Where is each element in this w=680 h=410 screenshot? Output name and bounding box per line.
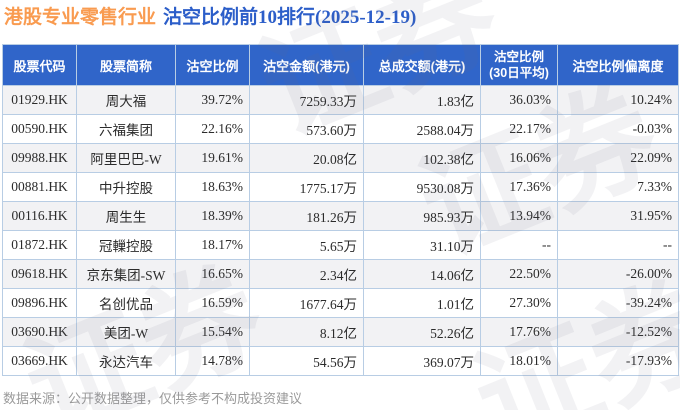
cell-short_amount: 1775.17万 bbox=[249, 172, 364, 202]
table-row: 01929.HK 周大福 39.72% 7259.33万 1.83亿 36.03% 10.2… bbox=[2, 85, 679, 115]
cell-avg30_ratio: 36.03% bbox=[480, 85, 558, 115]
cell-name: 京东集团-SW bbox=[76, 259, 176, 289]
title-industry-segment: 港股专业零售行业 bbox=[4, 7, 157, 28]
cell-avg30_ratio: 16.06% bbox=[480, 143, 558, 173]
cell-turnover: 102.38亿 bbox=[363, 143, 481, 173]
cell-deviation: 10.24% bbox=[557, 85, 679, 115]
cell-short_ratio: 19.61% bbox=[175, 143, 250, 173]
cell-turnover: 1.83亿 bbox=[363, 85, 481, 115]
col-header-name: 股票简称 bbox=[76, 44, 176, 86]
cell-code: 09896.HK bbox=[2, 288, 77, 318]
cell-avg30_ratio: 17.36% bbox=[480, 172, 558, 202]
cell-name: 中升控股 bbox=[76, 172, 176, 202]
cell-deviation: 22.09% bbox=[557, 143, 679, 173]
cell-avg30_ratio: 27.30% bbox=[480, 288, 558, 318]
cell-avg30_ratio: 17.76% bbox=[480, 317, 558, 347]
col-header-turnover: 总成交额(港元) bbox=[363, 44, 481, 86]
cell-short_amount: 54.56万 bbox=[249, 346, 364, 376]
cell-code: 00881.HK bbox=[2, 172, 77, 202]
table-body: 01929.HK 周大福 39.72% 7259.33万 1.83亿 36.03% 10.2… bbox=[2, 85, 679, 376]
table-row: 01872.HK 冠轈控股 18.17% 5.65万 31.10万 -- -- bbox=[2, 230, 679, 260]
cell-deviation: -- bbox=[557, 230, 679, 260]
col-header-avg30-line1: 沽空比例 bbox=[493, 50, 544, 64]
table-row: 09618.HK 京东集团-SW 16.65% 2.34亿 14.06亿 22.50% -2… bbox=[2, 259, 679, 289]
cell-code: 00590.HK bbox=[2, 114, 77, 144]
cell-turnover: 52.26亿 bbox=[363, 317, 481, 347]
cell-short_amount: 181.26万 bbox=[249, 201, 364, 231]
cell-short_ratio: 15.54% bbox=[175, 317, 250, 347]
col-header-deviation: 沽空比例偏离度 bbox=[557, 44, 679, 86]
cell-name: 六福集团 bbox=[76, 114, 176, 144]
cell-turnover: 31.10万 bbox=[363, 230, 481, 260]
cell-short_amount: 8.12亿 bbox=[249, 317, 364, 347]
cell-short_ratio: 14.78% bbox=[175, 346, 250, 376]
cell-turnover: 1.01亿 bbox=[363, 288, 481, 318]
cell-turnover: 985.93万 bbox=[363, 201, 481, 231]
cell-name: 冠轈控股 bbox=[76, 230, 176, 260]
cell-avg30_ratio: 18.01% bbox=[480, 346, 558, 376]
cell-code: 01929.HK bbox=[2, 85, 77, 115]
cell-code: 09988.HK bbox=[2, 143, 77, 173]
cell-name: 名创优品 bbox=[76, 288, 176, 318]
col-header-short-ratio: 沽空比例 bbox=[175, 44, 250, 86]
table-row: 03669.HK 永达汽车 14.78% 54.56万 369.07万 18.01% -17… bbox=[2, 346, 679, 376]
table-row: 00590.HK 六福集团 22.16% 573.60万 2588.04万 22.17% -… bbox=[2, 114, 679, 144]
col-header-short-amount: 沽空金额(港元) bbox=[249, 44, 364, 86]
cell-short_ratio: 18.39% bbox=[175, 201, 250, 231]
cell-turnover: 14.06亿 bbox=[363, 259, 481, 289]
short-ratio-ranking-table: 股票代码 股票简称 沽空比例 沽空金额(港元) 总成交额(港元) 沽空比例 (3… bbox=[2, 44, 679, 376]
cell-turnover: 2588.04万 bbox=[363, 114, 481, 144]
cell-name: 周大福 bbox=[76, 85, 176, 115]
col-header-avg30-line2: (30日平均) bbox=[489, 66, 549, 80]
cell-turnover: 9530.08万 bbox=[363, 172, 481, 202]
col-header-code: 股票代码 bbox=[2, 44, 77, 86]
cell-short_ratio: 16.65% bbox=[175, 259, 250, 289]
cell-short_amount: 1677.64万 bbox=[249, 288, 364, 318]
table-row: 00116.HK 周生生 18.39% 181.26万 985.93万 13.94% 31.… bbox=[2, 201, 679, 231]
cell-code: 09618.HK bbox=[2, 259, 77, 289]
table-row: 03690.HK 美团-W 15.54% 8.12亿 52.26亿 17.76% -12.5… bbox=[2, 317, 679, 347]
cell-deviation: 31.95% bbox=[557, 201, 679, 231]
cell-turnover: 369.07万 bbox=[363, 346, 481, 376]
cell-deviation: -39.24% bbox=[557, 288, 679, 318]
table-row: 00881.HK 中升控股 18.63% 1775.17万 9530.08万 17.36%… bbox=[2, 172, 679, 202]
cell-short_amount: 7259.33万 bbox=[249, 85, 364, 115]
cell-short_ratio: 22.16% bbox=[175, 114, 250, 144]
page-title: 港股专业零售行业 沽空比例前10排行(2025-12-19) bbox=[4, 5, 680, 31]
cell-avg30_ratio: 22.50% bbox=[480, 259, 558, 289]
cell-code: 03669.HK bbox=[2, 346, 77, 376]
table-row: 09988.HK 阿里巴巴-W 19.61% 20.08亿 102.38亿 16.06% 2… bbox=[2, 143, 679, 173]
cell-code: 03690.HK bbox=[2, 317, 77, 347]
table-row: 09896.HK 名创优品 16.59% 1677.64万 1.01亿 27.30% -39… bbox=[2, 288, 679, 318]
cell-name: 周生生 bbox=[76, 201, 176, 231]
cell-deviation: -17.93% bbox=[557, 346, 679, 376]
cell-name: 永达汽车 bbox=[76, 346, 176, 376]
cell-short_amount: 573.60万 bbox=[249, 114, 364, 144]
title-main-segment: 沽空比例前10排行(2025-12-19) bbox=[163, 7, 417, 28]
cell-short_amount: 2.34亿 bbox=[249, 259, 364, 289]
cell-deviation: 7.33% bbox=[557, 172, 679, 202]
cell-avg30_ratio: 22.17% bbox=[480, 114, 558, 144]
cell-name: 美团-W bbox=[76, 317, 176, 347]
cell-code: 01872.HK bbox=[2, 230, 77, 260]
cell-code: 00116.HK bbox=[2, 201, 77, 231]
cell-avg30_ratio: 13.94% bbox=[480, 201, 558, 231]
cell-short_ratio: 16.59% bbox=[175, 288, 250, 318]
cell-short_ratio: 18.63% bbox=[175, 172, 250, 202]
cell-deviation: -26.00% bbox=[557, 259, 679, 289]
footer-note: 数据来源：公开数据整理，仅供参考不构成投资建议 bbox=[3, 391, 303, 406]
table-header-row: 股票代码 股票简称 沽空比例 沽空金额(港元) 总成交额(港元) 沽空比例 (3… bbox=[2, 44, 679, 86]
cell-short_ratio: 18.17% bbox=[175, 230, 250, 260]
cell-deviation: -0.03% bbox=[557, 114, 679, 144]
cell-short_ratio: 39.72% bbox=[175, 85, 250, 115]
cell-short_amount: 5.65万 bbox=[249, 230, 364, 260]
col-header-avg30-ratio: 沽空比例 (30日平均) bbox=[480, 44, 558, 86]
cell-avg30_ratio: -- bbox=[480, 230, 558, 260]
cell-short_amount: 20.08亿 bbox=[249, 143, 364, 173]
cell-name: 阿里巴巴-W bbox=[76, 143, 176, 173]
cell-deviation: -12.52% bbox=[557, 317, 679, 347]
